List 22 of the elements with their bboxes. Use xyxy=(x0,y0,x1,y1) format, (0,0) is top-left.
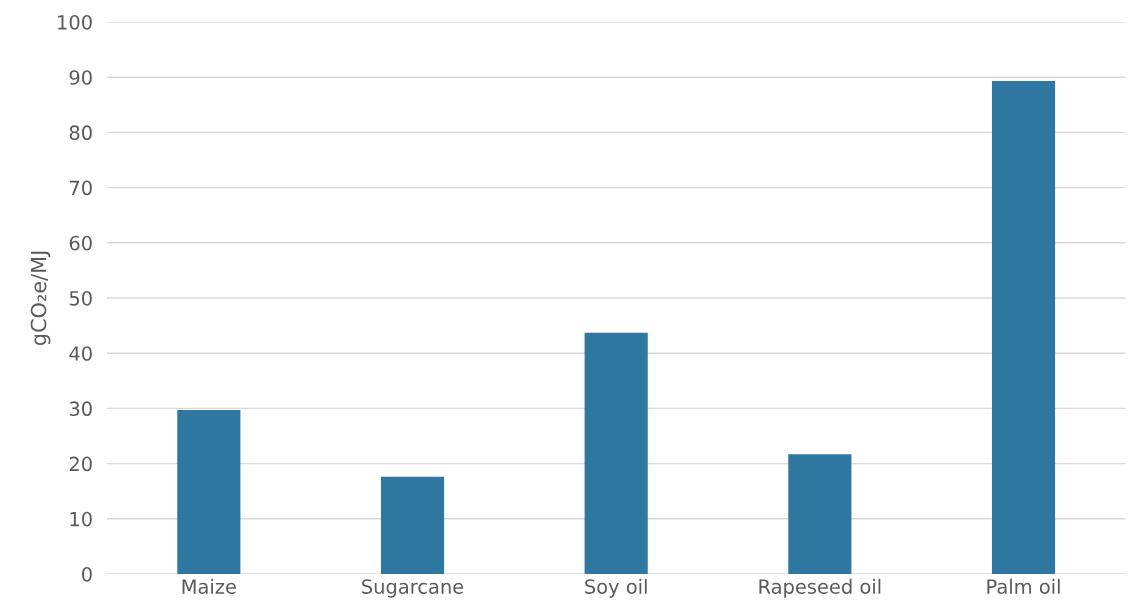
bar xyxy=(991,81,1056,574)
y-tick-label: 90 xyxy=(69,70,92,85)
x-tick-label: Soy oil xyxy=(585,578,647,598)
y-tick-label: 40 xyxy=(69,346,92,361)
y-tick-label: 50 xyxy=(69,290,92,306)
bar xyxy=(788,454,852,574)
x-tick-label: Palm oil xyxy=(987,578,1060,594)
y-tick-label: 30 xyxy=(69,401,92,417)
x-tick-label: Sugarcane xyxy=(362,579,464,598)
y-tick-label: 100 xyxy=(58,14,92,30)
y-tick-label: 0 xyxy=(82,566,92,582)
y-tick-label: 10 xyxy=(70,511,92,527)
y-tick-label: 60 xyxy=(69,235,92,251)
y-axis-title: gCO₂e/MJ xyxy=(30,251,51,346)
y-tick-label: 70 xyxy=(69,180,92,196)
y-tick-label: 80 xyxy=(69,125,92,141)
x-tick-label: Rapeseed oil xyxy=(759,578,881,598)
x-tick-label: Maize xyxy=(182,578,236,594)
y-tick-label: 20 xyxy=(69,456,92,472)
bar xyxy=(380,476,445,574)
bar xyxy=(584,332,648,574)
bar xyxy=(177,410,241,574)
